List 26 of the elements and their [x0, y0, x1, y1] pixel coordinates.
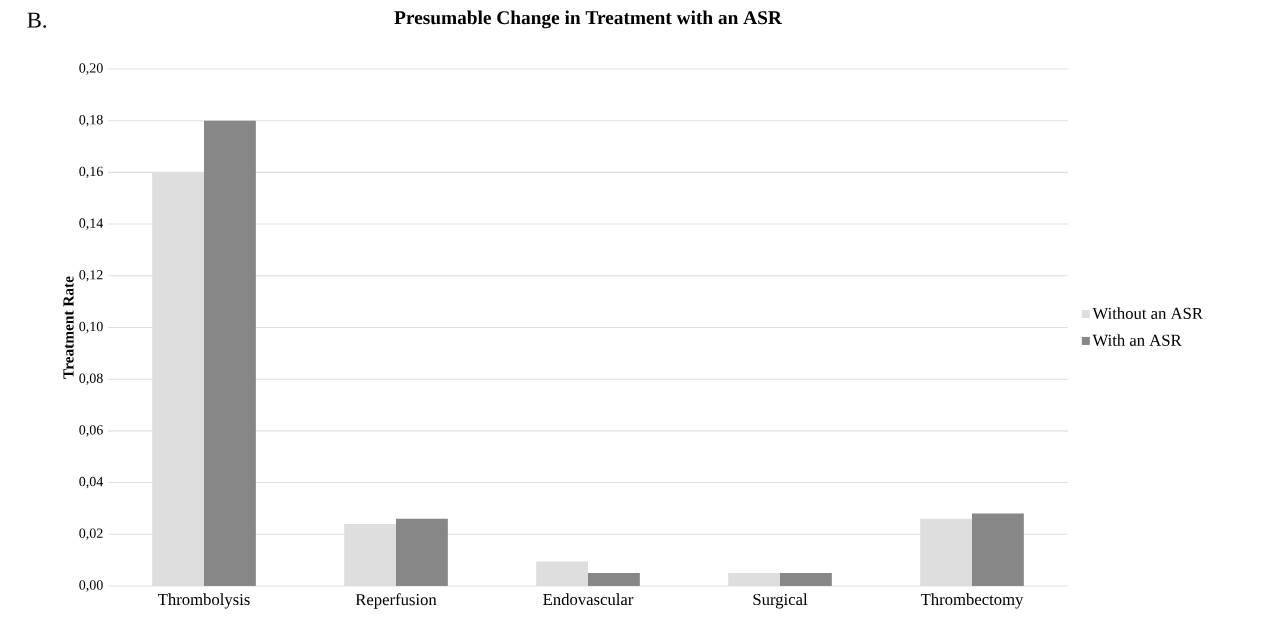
y-tick-label: 0,16 [79, 166, 103, 179]
y-tick-label: 0,02 [79, 528, 103, 541]
y-tick-label: 0,14 [79, 218, 104, 230]
y-tick-label: 0,12 [79, 270, 103, 282]
y-tick-label: 0,18 [79, 114, 103, 127]
bar [396, 518, 448, 586]
chart-title: Presumable Change in Treatment with an ASR [394, 10, 783, 29]
x-tick-label: Endovascular [543, 593, 634, 606]
bar [204, 120, 256, 586]
legend-label: Without an ASR [1092, 307, 1203, 320]
y-tick-label: 0,10 [79, 321, 103, 334]
y-tick-label: 0,00 [79, 580, 103, 592]
y-tick-label: 0,06 [79, 425, 103, 437]
bar [780, 573, 832, 586]
x-tick-label: Thrombolysis [158, 593, 250, 609]
bar [588, 573, 640, 586]
x-tick-label: Surgical [753, 593, 808, 609]
y-tick-label: 0,20 [79, 63, 103, 75]
y-tick-label: 0,08 [79, 373, 103, 385]
bar [972, 513, 1024, 586]
x-tick-label: Thrombectomy [920, 593, 1024, 609]
legend-label: With an ASR [1092, 334, 1182, 346]
text: B. [27, 12, 47, 28]
y-tick-label: 0,04 [79, 476, 104, 489]
y-axis-title: Treatment Rate [63, 276, 74, 379]
x-tick-label: Reperfusion [355, 593, 437, 609]
